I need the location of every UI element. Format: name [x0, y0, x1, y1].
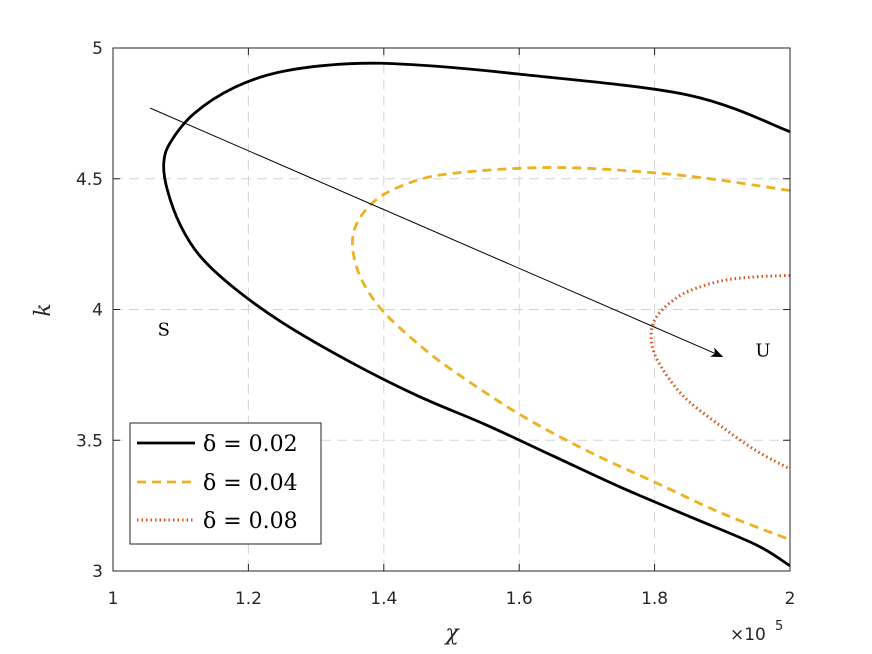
- x-tick-label: 1.4: [370, 589, 397, 609]
- region-label-u: U: [755, 341, 770, 362]
- y-tick-label: 5: [92, 39, 103, 59]
- x-tick-label: 1: [108, 589, 119, 609]
- region-label-s: S: [158, 320, 170, 341]
- x-tick-label: 1.2: [235, 589, 262, 609]
- direction-arrow: [150, 107, 724, 358]
- x-tick-label: 2: [785, 589, 796, 609]
- annotations: SU: [150, 107, 771, 362]
- legend: δ = 0.02 δ = 0.04 δ = 0.08: [129, 422, 322, 545]
- ticks: [112, 47, 791, 572]
- y-tick-label: 3: [92, 562, 103, 582]
- grid: [113, 48, 790, 571]
- x-axis-label: χ: [443, 621, 460, 646]
- y-axis-label: k: [31, 303, 56, 316]
- series-line-1: [351, 166, 791, 541]
- legend-label-1: δ = 0.04: [203, 471, 298, 496]
- x-tick-labels: 1 1.2 1.4 1.6 1.8 2: [108, 589, 796, 609]
- x-tick-label: 1.8: [641, 589, 668, 609]
- x-exponent-base: ×10: [730, 625, 766, 645]
- series-line-2: [649, 274, 791, 471]
- y-tick-label: 3.5: [76, 431, 103, 451]
- x-tick-label: 1.6: [506, 589, 533, 609]
- y-tick-label: 4.5: [76, 170, 103, 190]
- x-exponent: ×10 5: [730, 619, 783, 645]
- legend-label-2: δ = 0.08: [203, 509, 298, 534]
- legend-label-0: δ = 0.02: [203, 432, 298, 457]
- y-tick-labels: 3 3.5 4 4.5 5: [76, 39, 103, 582]
- y-tick-label: 4: [92, 301, 103, 321]
- series-line-0: [162, 61, 791, 567]
- curves: [162, 61, 791, 567]
- x-exponent-power: 5: [775, 619, 783, 634]
